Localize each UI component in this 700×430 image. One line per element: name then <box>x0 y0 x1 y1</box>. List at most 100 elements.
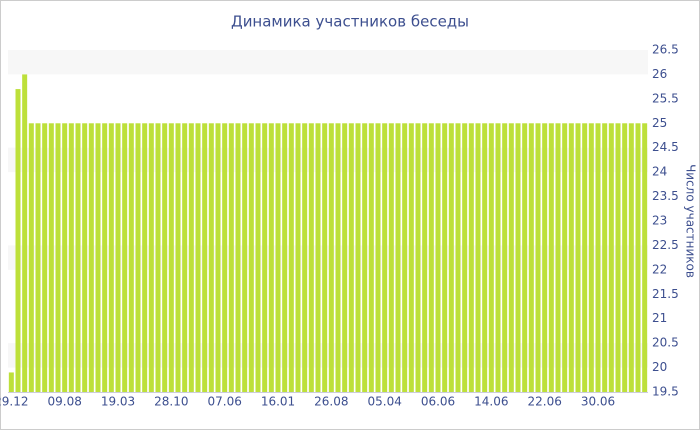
bar <box>522 123 528 393</box>
bar <box>355 123 361 393</box>
bar <box>375 123 381 393</box>
bar <box>122 123 128 393</box>
bar <box>342 123 348 393</box>
bar <box>408 123 414 393</box>
bar <box>608 123 614 393</box>
bar <box>195 123 201 393</box>
bar <box>162 123 168 393</box>
bar <box>642 123 648 393</box>
x-tick-label: 14.06 <box>474 395 508 409</box>
bar <box>348 123 354 393</box>
bar <box>135 123 141 393</box>
bar <box>95 123 101 393</box>
bar <box>168 123 174 393</box>
bar <box>582 123 588 393</box>
y-tick-label: 21 <box>652 311 667 325</box>
bar <box>468 123 474 393</box>
bar <box>488 123 494 393</box>
bar <box>362 123 368 393</box>
bar <box>628 123 634 393</box>
y-tick-label: 22 <box>652 262 667 276</box>
bar <box>635 123 641 393</box>
bar <box>482 123 488 393</box>
bar <box>475 123 481 393</box>
bar <box>542 123 548 393</box>
bar <box>108 123 114 393</box>
y-tick-label: 23 <box>652 214 667 228</box>
bar <box>602 123 608 393</box>
y-tick-label: 22.5 <box>652 238 679 252</box>
bar <box>188 123 194 393</box>
x-tick-label: 29.12 <box>0 395 29 409</box>
bar <box>82 123 88 393</box>
bar <box>515 123 521 393</box>
bar <box>388 123 394 393</box>
bar <box>262 123 268 393</box>
bar <box>8 372 14 392</box>
bar <box>502 123 508 393</box>
bar <box>575 123 581 393</box>
bar <box>335 123 341 393</box>
grid-band <box>8 245 648 270</box>
y-axis-label: Число участников <box>684 164 698 278</box>
x-tick-label: 22.06 <box>527 395 561 409</box>
x-tick-label: 07.06 <box>207 395 241 409</box>
grid-band <box>8 50 648 75</box>
bar <box>402 123 408 393</box>
bar <box>548 123 554 393</box>
y-tick-label: 21.5 <box>652 287 679 301</box>
bar <box>48 123 54 393</box>
bar <box>208 123 214 393</box>
x-tick-label: 19.03 <box>101 395 135 409</box>
bar <box>222 123 228 393</box>
y-tick-label: 25.5 <box>652 91 679 105</box>
bar <box>302 123 308 393</box>
bar <box>215 123 221 393</box>
bar <box>535 123 541 393</box>
bar <box>428 123 434 393</box>
bar <box>142 123 148 393</box>
bar <box>15 89 21 392</box>
bar <box>415 123 421 393</box>
bar <box>308 123 314 393</box>
x-tick-label: 16.01 <box>261 395 295 409</box>
bar <box>68 123 74 393</box>
y-tick-label: 19.5 <box>652 385 679 399</box>
x-tick-label: 09.08 <box>47 395 81 409</box>
bar <box>128 123 134 393</box>
bar <box>528 123 534 393</box>
bar <box>175 123 181 393</box>
chart-title: Динамика участников беседы <box>231 13 469 31</box>
x-tick-label: 05.04 <box>367 395 401 409</box>
bar <box>562 123 568 393</box>
bar <box>315 123 321 393</box>
bar <box>202 123 208 393</box>
y-tick-label: 25 <box>652 116 667 130</box>
bar <box>155 123 161 393</box>
y-tick-label: 24 <box>652 165 667 179</box>
bar <box>615 123 621 393</box>
bar <box>288 123 294 393</box>
bar <box>42 123 48 393</box>
y-tick-label: 20 <box>652 360 667 374</box>
bar <box>328 123 334 393</box>
bar <box>22 74 28 392</box>
grid-band <box>8 147 648 173</box>
y-tick-label: 24.5 <box>652 140 679 154</box>
bar <box>322 123 328 393</box>
bar <box>275 123 281 393</box>
x-tick-label: 28.10 <box>154 395 188 409</box>
bar <box>442 123 448 393</box>
bar <box>55 123 61 393</box>
bar <box>182 123 188 393</box>
bar <box>235 123 241 393</box>
bar <box>88 123 94 393</box>
bar <box>268 123 274 393</box>
bar <box>228 123 234 393</box>
x-tick-label: 30.06 <box>581 395 615 409</box>
bar <box>555 123 561 393</box>
bar <box>595 123 601 393</box>
y-tick-label: 23.5 <box>652 189 679 203</box>
bar <box>282 123 288 393</box>
